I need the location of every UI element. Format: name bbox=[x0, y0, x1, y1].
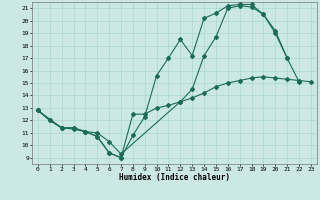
X-axis label: Humidex (Indice chaleur): Humidex (Indice chaleur) bbox=[119, 173, 230, 182]
